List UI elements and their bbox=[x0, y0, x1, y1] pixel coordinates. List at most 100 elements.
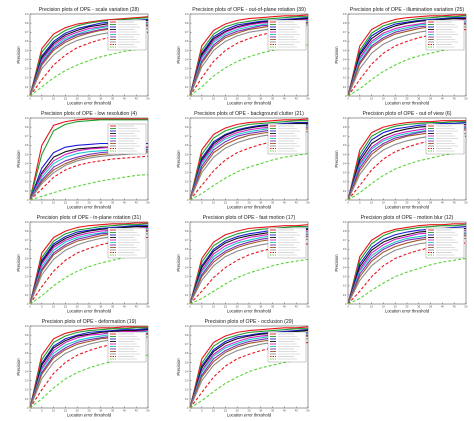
x-tick-label: 35 bbox=[429, 97, 432, 101]
legend-box bbox=[107, 123, 147, 155]
y-axis-label: Precision bbox=[176, 46, 181, 64]
y-tick-label: 0.6 bbox=[343, 39, 347, 43]
y-axis-label: Precision bbox=[176, 254, 181, 272]
y-tick-label: 0.4 bbox=[185, 369, 189, 373]
x-tick-label: 15 bbox=[382, 201, 385, 205]
x-tick-label: 25 bbox=[406, 201, 409, 205]
series-line-2 bbox=[189, 122, 308, 201]
x-tick-label: 35 bbox=[111, 305, 114, 309]
x-tick-label: 40 bbox=[123, 305, 126, 309]
y-tick-label: 0.4 bbox=[25, 265, 29, 269]
x-tick-label: 0 bbox=[189, 201, 191, 205]
y-tick-label: 0.4 bbox=[343, 161, 347, 165]
y-tick-label: 0.8 bbox=[343, 229, 347, 233]
series-line-10 bbox=[189, 152, 309, 201]
x-tick-label: 35 bbox=[271, 97, 274, 101]
x-axis-label: Location error threshold bbox=[385, 309, 430, 314]
legend-box bbox=[267, 331, 307, 363]
y-tick-label: 0.1 bbox=[185, 85, 189, 89]
y-axis-label: Precision bbox=[176, 150, 181, 168]
x-tick-label: 50 bbox=[465, 305, 468, 309]
x-tick-label: 45 bbox=[135, 97, 138, 101]
series-line-1 bbox=[29, 119, 148, 201]
y-tick-label: 0.2 bbox=[343, 284, 347, 288]
x-tick-label: 20 bbox=[236, 97, 239, 101]
x-tick-label: 5 bbox=[41, 409, 43, 413]
y-axis-label: Precision bbox=[334, 254, 339, 272]
x-axis-label: Location error threshold bbox=[227, 205, 272, 210]
y-tick-label: 0.2 bbox=[25, 76, 29, 80]
y-axis-label: Precision bbox=[16, 150, 21, 168]
series-line-0 bbox=[29, 222, 148, 305]
x-tick-label: 10 bbox=[212, 97, 215, 101]
y-tick-label: 0.5 bbox=[343, 48, 347, 52]
y-tick-label: 0.6 bbox=[25, 351, 29, 355]
y-tick-label: 0.7 bbox=[25, 30, 29, 34]
y-tick-label: 0.8 bbox=[25, 125, 29, 129]
y-axis-label: Precision bbox=[16, 358, 21, 376]
chart-panel-4: Precision plots of OPE - background clut… bbox=[176, 111, 310, 210]
y-tick-label: 0.2 bbox=[185, 76, 189, 80]
x-axis-label: Location error threshold bbox=[67, 205, 112, 210]
x-tick-label: 40 bbox=[441, 305, 444, 309]
y-tick-label: 0 bbox=[27, 302, 29, 306]
series-line-10 bbox=[347, 257, 467, 305]
y-tick-label: 0.9 bbox=[25, 324, 29, 328]
chart-panel-10: Precision plots of OPE - occlusion (29) 0… bbox=[176, 319, 310, 418]
series-line-3 bbox=[29, 226, 148, 305]
y-axis-label: Precision bbox=[16, 254, 21, 272]
series-line-0 bbox=[189, 118, 309, 201]
x-tick-label: 25 bbox=[248, 409, 251, 413]
chart-panel-7: Precision plots of OPE - fast motion (17… bbox=[176, 215, 310, 314]
x-tick-label: 15 bbox=[64, 305, 67, 309]
y-tick-label: 0.5 bbox=[185, 48, 189, 52]
x-tick-label: 50 bbox=[147, 201, 150, 205]
x-tick-label: 45 bbox=[453, 97, 456, 101]
legend-box bbox=[425, 123, 465, 155]
x-tick-label: 30 bbox=[99, 409, 102, 413]
x-tick-label: 5 bbox=[41, 201, 43, 205]
chart-title: Precision plots of OPE - out of view (6) bbox=[362, 111, 451, 117]
series-line-9 bbox=[29, 339, 149, 409]
x-tick-label: 50 bbox=[307, 305, 310, 309]
x-tick-label: 15 bbox=[224, 97, 227, 101]
legend-box bbox=[425, 19, 465, 51]
chart-panel-6: Precision plots of OPE - in-plane rotati… bbox=[16, 215, 150, 314]
x-tick-label: 35 bbox=[271, 409, 274, 413]
x-tick-label: 10 bbox=[52, 97, 55, 101]
y-tick-label: 0.2 bbox=[343, 76, 347, 80]
y-tick-label: 0.3 bbox=[185, 67, 189, 71]
series-line-0 bbox=[29, 118, 148, 201]
series-line-9 bbox=[189, 243, 309, 305]
y-tick-label: 0.1 bbox=[343, 293, 347, 297]
x-tick-label: 50 bbox=[307, 409, 310, 413]
x-tick-label: 45 bbox=[135, 305, 138, 309]
y-tick-label: 0.8 bbox=[185, 333, 189, 337]
x-tick-label: 45 bbox=[135, 409, 138, 413]
series-line-2 bbox=[347, 17, 466, 97]
y-tick-label: 0.5 bbox=[25, 256, 29, 260]
y-tick-label: 0.4 bbox=[25, 369, 29, 373]
x-tick-label: 10 bbox=[370, 201, 373, 205]
y-tick-label: 0.1 bbox=[25, 293, 29, 297]
x-tick-label: 30 bbox=[417, 97, 420, 101]
y-tick-label: 0.8 bbox=[25, 229, 29, 233]
y-tick-label: 0.7 bbox=[343, 30, 347, 34]
y-tick-label: 0.6 bbox=[185, 247, 189, 251]
x-tick-label: 40 bbox=[283, 97, 286, 101]
x-tick-label: 0 bbox=[189, 409, 191, 413]
x-tick-label: 50 bbox=[147, 305, 150, 309]
x-tick-label: 10 bbox=[370, 97, 373, 101]
y-tick-label: 0.2 bbox=[25, 388, 29, 392]
chart-panel-1: Precision plots of OPE - out-of-plane ro… bbox=[176, 7, 310, 106]
x-tick-label: 10 bbox=[212, 201, 215, 205]
y-tick-label: 0.8 bbox=[185, 125, 189, 129]
x-tick-label: 30 bbox=[99, 201, 102, 205]
x-tick-label: 35 bbox=[111, 201, 114, 205]
y-tick-label: 0.1 bbox=[185, 293, 189, 297]
y-tick-label: 0 bbox=[187, 198, 189, 202]
x-tick-label: 5 bbox=[201, 97, 203, 101]
x-tick-label: 20 bbox=[76, 409, 79, 413]
x-tick-label: 25 bbox=[248, 97, 251, 101]
y-tick-label: 0.5 bbox=[185, 152, 189, 156]
